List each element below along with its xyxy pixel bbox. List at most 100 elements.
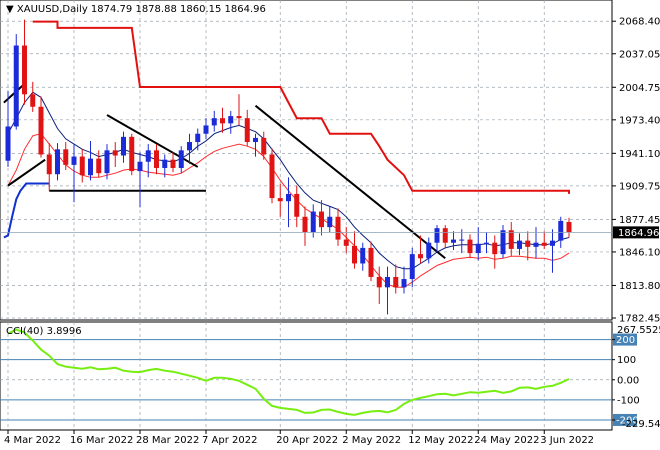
candle-body xyxy=(30,94,36,107)
candle xyxy=(203,118,209,139)
candle-body xyxy=(434,228,440,243)
price-tick-label: 1973.40 xyxy=(619,115,660,126)
candle xyxy=(269,148,275,204)
candle-body xyxy=(533,242,539,247)
candle-body xyxy=(525,240,531,247)
price-tick-label: 2037.05 xyxy=(619,49,660,60)
trendline xyxy=(254,104,446,260)
candle xyxy=(96,150,102,178)
candle-body xyxy=(22,45,27,95)
cci-tick-label: 200 xyxy=(616,335,635,346)
candle xyxy=(162,154,168,178)
candle-body xyxy=(236,116,242,119)
ohlc-values: 1874.79 1878.88 1860.15 1864.96 xyxy=(91,4,266,15)
candle xyxy=(385,266,390,315)
candle-body xyxy=(46,154,52,175)
cci-tick-label: -100 xyxy=(617,395,640,406)
candle xyxy=(71,144,77,203)
candle xyxy=(418,235,423,264)
candle xyxy=(484,232,489,254)
candle xyxy=(376,266,382,304)
candle xyxy=(63,142,69,171)
candle-body xyxy=(162,159,168,168)
candle-body xyxy=(566,221,572,233)
candle-body xyxy=(484,242,489,244)
time-tick-label: 4 Mar 2022 xyxy=(4,435,61,446)
candle-body xyxy=(459,239,465,241)
candle-body xyxy=(426,242,432,259)
candle-body xyxy=(220,118,225,124)
candle-body xyxy=(475,243,481,254)
cci-tick-label: -200 xyxy=(616,415,639,426)
candle xyxy=(525,231,531,261)
trendline xyxy=(7,158,46,187)
blue-support-line xyxy=(3,182,50,239)
current-price-label: 1864.96 xyxy=(618,228,659,239)
candle xyxy=(294,185,300,228)
candle xyxy=(550,229,555,273)
price-tick-label: 1877.45 xyxy=(619,215,660,226)
candle xyxy=(261,131,267,160)
cci-tick-label: 100 xyxy=(617,355,636,366)
candle xyxy=(46,143,52,191)
candle-body xyxy=(137,161,143,172)
candle xyxy=(401,266,407,294)
cci-label: CCI(40) 3.8996 xyxy=(6,326,82,337)
candle-body xyxy=(451,239,456,243)
price-tick-label: 1941.10 xyxy=(619,149,660,160)
candle-body xyxy=(96,158,102,174)
cci-grid xyxy=(0,322,612,430)
candle-body xyxy=(550,240,555,246)
cci-min-label: -229.5432 xyxy=(622,419,660,430)
candle-body xyxy=(145,150,151,162)
candle-body xyxy=(178,150,184,168)
candle xyxy=(236,94,242,126)
price-tick-label: 1813.80 xyxy=(619,281,660,292)
price-axis: 2068.40 2037.05 2004.75 1973.40 1941.10 1909.… xyxy=(612,17,660,325)
candle-body xyxy=(286,193,291,202)
candle-body xyxy=(5,126,11,161)
candle-body xyxy=(343,239,349,246)
candle xyxy=(286,177,291,228)
candle-body xyxy=(79,156,85,176)
candle xyxy=(434,225,440,253)
candle xyxy=(451,231,456,250)
candle-body xyxy=(71,156,77,165)
candle xyxy=(508,221,514,257)
candle xyxy=(319,200,324,236)
candle xyxy=(22,19,27,105)
candle-body xyxy=(261,137,267,155)
candle xyxy=(170,152,176,173)
time-tick-label: 28 Mar 2022 xyxy=(136,435,199,446)
candle xyxy=(253,133,258,157)
time-tick-label: 24 May 2022 xyxy=(474,435,539,446)
candle xyxy=(442,225,448,248)
candle-body xyxy=(368,247,374,277)
candle-body xyxy=(121,136,126,156)
current-price-box xyxy=(613,226,659,239)
candle xyxy=(5,91,11,167)
candle xyxy=(121,131,126,163)
price-tick-label: 2004.75 xyxy=(619,83,660,94)
candle xyxy=(409,247,415,288)
candle-body xyxy=(352,245,357,264)
candle-body xyxy=(13,45,19,127)
candle-body xyxy=(335,216,341,240)
candle xyxy=(335,208,341,246)
candle xyxy=(129,133,135,176)
candle-body xyxy=(195,133,201,143)
price-tick-label: 1846.10 xyxy=(619,247,660,258)
candle-body xyxy=(154,150,159,168)
candle xyxy=(145,144,151,178)
candle-body xyxy=(508,230,514,249)
candle-body xyxy=(88,158,93,176)
candle xyxy=(244,109,250,147)
candle xyxy=(517,233,522,256)
candle-body xyxy=(376,276,382,288)
candle-body xyxy=(277,198,283,202)
time-axis: 4 Mar 2022 16 Mar 2022 28 Mar 2022 7 Apr 20… xyxy=(4,430,594,446)
cci-level-box xyxy=(613,413,637,426)
candle-body xyxy=(129,136,135,172)
candle-body xyxy=(112,150,118,156)
